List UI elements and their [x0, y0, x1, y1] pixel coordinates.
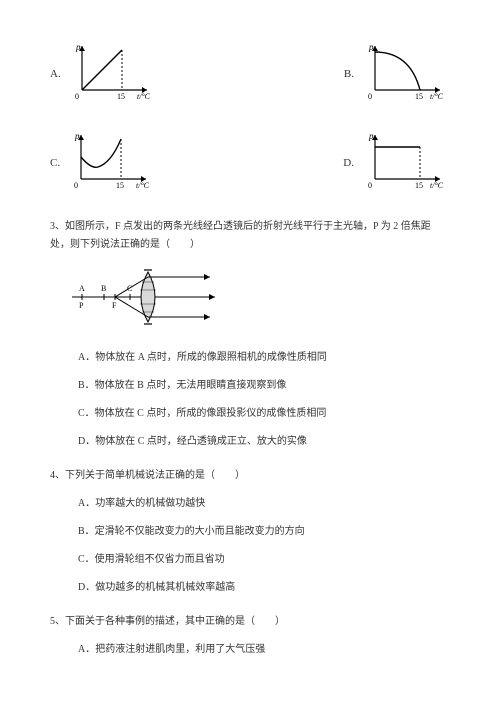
svg-text:15: 15: [415, 92, 423, 101]
q3-option-b: B．物体放在 B 点时，无法用眼睛直接观察到像: [78, 377, 450, 395]
svg-text:15: 15: [116, 181, 124, 190]
q4-option-d: D．做功越多的机械其机械效率越高: [78, 579, 450, 597]
q4-option-a: A．功率越大的机械做功越快: [78, 495, 450, 513]
svg-text:F: F: [112, 301, 117, 310]
svg-text:0: 0: [368, 92, 372, 101]
chart-label-b: B.: [344, 65, 354, 85]
svg-text:t/°C: t/°C: [430, 181, 444, 190]
chart-c: p 0 15 t/°C: [66, 129, 156, 198]
chart-label-d: D.: [343, 154, 354, 174]
x-tick-label: 15: [117, 92, 125, 101]
chart-d: p 0 15 t/°C: [360, 129, 450, 198]
svg-text:C: C: [127, 284, 132, 293]
svg-text:t/°C: t/°C: [136, 181, 150, 190]
y-axis-label: p: [75, 42, 81, 52]
chart-row-1: A. p 0 15 t/°C B.: [50, 40, 450, 109]
q3-option-c: C．物体放在 C 点时，所成的像跟投影仪的成像性质相同: [78, 405, 450, 423]
svg-text:t/°C: t/°C: [430, 92, 444, 101]
question-5-text: 5、下面关于各种事例的描述，其中正确的是（ ）: [50, 613, 450, 631]
chart-label-a: A.: [50, 65, 61, 85]
question-3-text: 3、如图所示，F 点发出的两条光线经凸透镜后的折射光线平行于主光轴，P 为 2 …: [50, 218, 450, 254]
chart-a: p 0 15 t/°C: [67, 40, 157, 109]
q4-option-b: B．定滑轮不仅能改变力的大小而且能改变力的方向: [78, 523, 450, 541]
lens-figure: A B C P F: [70, 266, 450, 335]
svg-text:0: 0: [74, 181, 78, 190]
chart-cell-b: B. p 0 15 t/°C: [344, 40, 450, 109]
chart-b: p 0 15 t/°C: [360, 40, 450, 109]
svg-text:p: p: [368, 131, 374, 141]
chart-label-c: C.: [50, 154, 60, 174]
svg-text:p: p: [368, 42, 374, 52]
svg-text:0: 0: [368, 181, 372, 190]
svg-text:p: p: [74, 131, 80, 141]
chart-cell-d: D. p 0 15 t/°C: [343, 129, 450, 198]
chart-cell-a: A. p 0 15 t/°C: [50, 40, 157, 109]
svg-text:15: 15: [415, 181, 423, 190]
chart-row-2: C. p 0 15 t/°C D.: [50, 129, 450, 198]
q4-option-c: C．使用滑轮组不仅省力而且省功: [78, 551, 450, 569]
question-4-text: 4、下列关于简单机械说法正确的是（ ）: [50, 467, 450, 485]
chart-cell-c: C. p 0 15 t/°C: [50, 129, 156, 198]
svg-text:A: A: [79, 284, 85, 293]
x-axis-label: t/°C: [137, 92, 151, 101]
origin-label: 0: [75, 92, 79, 101]
svg-text:P: P: [79, 301, 84, 310]
q3-option-a: A．物体放在 A 点时，所成的像跟照相机的成像性质相同: [78, 349, 450, 367]
svg-text:B: B: [101, 284, 106, 293]
q3-option-d: D．物体放在 C 点时，经凸透镜成正立、放大的实像: [78, 433, 450, 451]
q5-option-a: A．把药液注射进肌肉里，利用了大气压强: [78, 641, 450, 659]
